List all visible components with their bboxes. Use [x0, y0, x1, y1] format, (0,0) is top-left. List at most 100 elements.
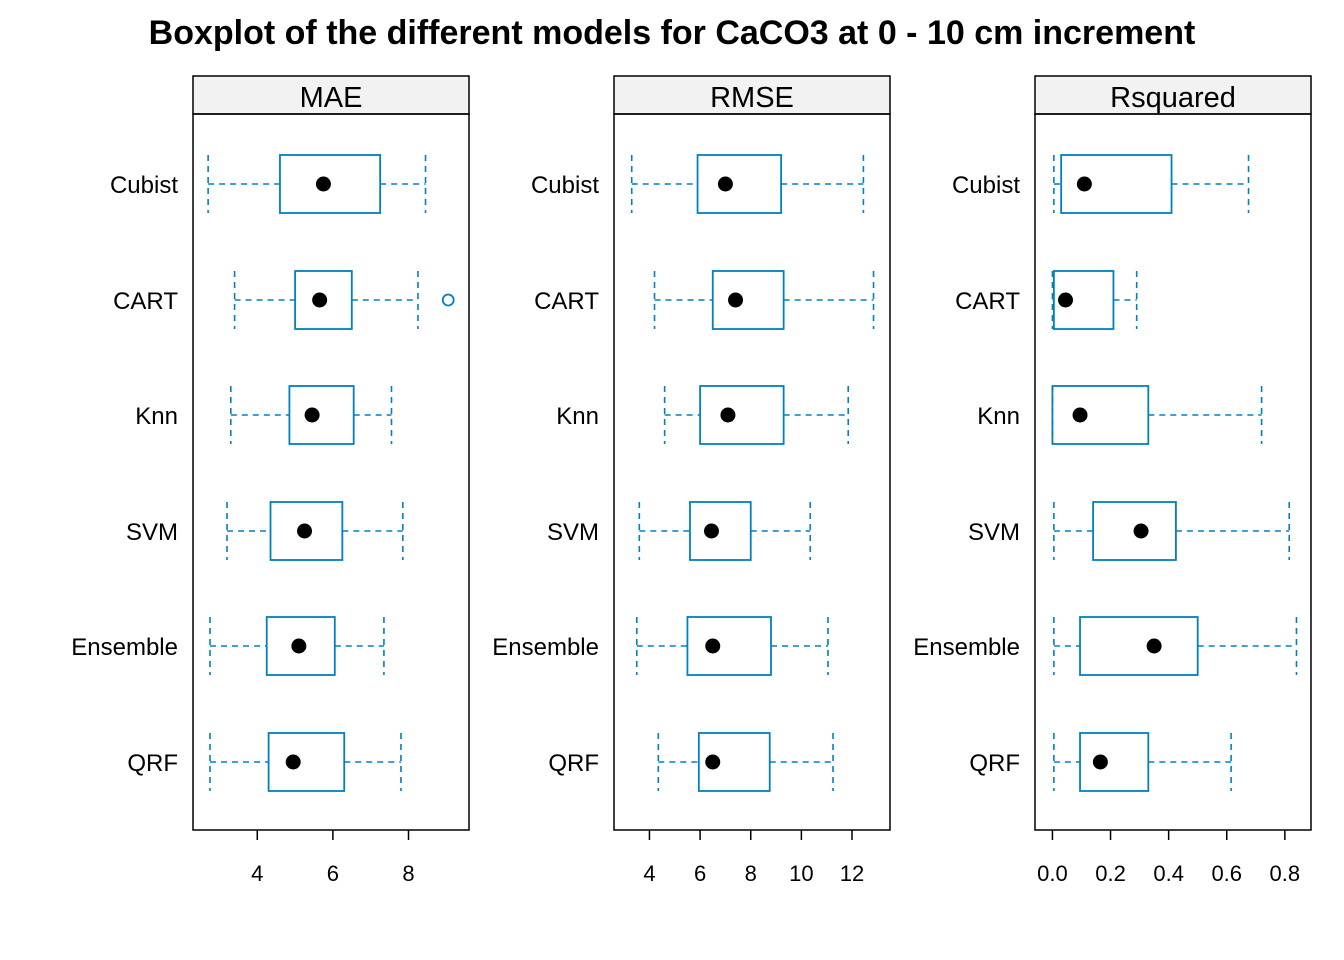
median-dot [1072, 407, 1088, 423]
panel-rmse: RMSE Cubist CART Knn SVM Ensemble QRF 4 6 8 10 12 [492, 75, 891, 886]
panel-mae: MAE Cubist CART Knn SVM Ensemble QRF 4 6 8 [71, 75, 470, 886]
category-label-ensemble: Ensemble [492, 634, 599, 661]
iqr-box [1051, 385, 1150, 445]
iqr-box [279, 154, 382, 214]
median-dot [312, 292, 328, 308]
box-rsquared-svm [1053, 501, 1291, 561]
iqr-box [294, 270, 353, 330]
box-rmse-ensemble [635, 616, 829, 676]
panel-rsquared: Rsquared Cubist CART Knn SVM Ensemble QRF 0.0 0.… [913, 75, 1312, 886]
median-dot [728, 292, 744, 308]
iqr-box [697, 732, 771, 792]
strip-label-rmse: RMSE [710, 82, 794, 114]
x-tick-label-rsquared: 0.8 [1270, 861, 1301, 886]
box-rsquared-ensemble [1053, 616, 1298, 676]
box-mae-svm [226, 501, 404, 561]
median-dot [1146, 638, 1162, 654]
panel-frame-mae [192, 113, 470, 831]
x-tick-label-mae: 4 [251, 861, 263, 886]
category-label-qrf: QRF [548, 750, 599, 777]
iqr-box [265, 616, 336, 676]
panels-group: MAE Cubist CART Knn SVM Ensemble QRF 4 6 8 RMSE Cub… [71, 75, 1312, 886]
median-dot [315, 176, 331, 192]
iqr-box [1079, 616, 1199, 676]
category-label-cart: CART [955, 288, 1020, 315]
iqr-box [689, 501, 752, 561]
median-dot [285, 754, 301, 770]
strip-label-rsquared: Rsquared [1110, 82, 1236, 114]
box-rsquared-cubist [1053, 154, 1250, 214]
strip-rmse [613, 75, 891, 115]
x-tick-label-rmse: 6 [694, 861, 706, 886]
median-dot [705, 754, 721, 770]
iqr-box [1052, 270, 1115, 330]
iqr-box [1060, 154, 1173, 214]
category-label-ensemble: Ensemble [913, 634, 1020, 661]
x-tick-label-rsquared: 0.2 [1095, 861, 1126, 886]
outlier-point [441, 293, 455, 307]
category-label-svm: SVM [547, 519, 599, 546]
iqr-box [699, 385, 785, 445]
iqr-box [686, 616, 772, 676]
median-dot [717, 176, 733, 192]
median-dot [291, 638, 307, 654]
category-label-cart: CART [534, 288, 599, 315]
category-label-qrf: QRF [969, 750, 1020, 777]
iqr-box [696, 154, 783, 214]
median-dot [304, 407, 320, 423]
box-rmse-svm [638, 501, 812, 561]
x-tick-label-mae: 6 [327, 861, 339, 886]
x-tick-label-rsquared: 0.4 [1153, 861, 1184, 886]
category-label-knn: Knn [556, 403, 599, 430]
category-label-svm: SVM [126, 519, 178, 546]
category-label-cubist: Cubist [952, 172, 1020, 199]
category-label-ensemble: Ensemble [71, 634, 178, 661]
chart-title: Boxplot of the different models for CaCO… [149, 14, 1196, 52]
median-dot [1133, 523, 1149, 539]
iqr-box [267, 732, 346, 792]
strip-label-mae: MAE [300, 82, 363, 114]
iqr-box [711, 270, 785, 330]
category-label-cubist: Cubist [531, 172, 599, 199]
category-label-svm: SVM [968, 519, 1020, 546]
strip-mae [192, 75, 470, 115]
median-dot [1076, 176, 1092, 192]
panel-frame-rmse [613, 113, 891, 831]
iqr-box [1079, 732, 1150, 792]
strip-rsquared [1034, 75, 1312, 115]
box-mae-cubist [207, 154, 427, 214]
box-rmse-qrf [657, 732, 834, 792]
box-rsquared-knn [1051, 385, 1263, 445]
box-rmse-knn [663, 385, 850, 445]
category-label-cubist: Cubist [110, 172, 178, 199]
category-label-qrf: QRF [127, 750, 178, 777]
box-mae-cart [233, 270, 455, 330]
category-label-knn: Knn [977, 403, 1020, 430]
x-tick-label-rmse: 12 [840, 861, 864, 886]
box-mae-ensemble [209, 616, 385, 676]
median-dot [703, 523, 719, 539]
category-label-knn: Knn [135, 403, 178, 430]
median-dot [705, 638, 721, 654]
box-rmse-cubist [630, 154, 865, 214]
box-rmse-cart [653, 270, 875, 330]
x-tick-label-rmse: 10 [789, 861, 813, 886]
iqr-box [288, 385, 355, 445]
panel-frame-rsquared [1034, 113, 1312, 831]
median-dot [1058, 292, 1074, 308]
x-tick-label-mae: 8 [402, 861, 414, 886]
iqr-box [1092, 501, 1177, 561]
median-dot [720, 407, 736, 423]
category-label-cart: CART [113, 288, 178, 315]
box-rsquared-qrf [1053, 732, 1232, 792]
x-tick-label-rsquared: 0.6 [1211, 861, 1242, 886]
median-dot [1092, 754, 1108, 770]
x-tick-label-rmse: 8 [745, 861, 757, 886]
box-mae-qrf [209, 732, 402, 792]
x-tick-label-rmse: 4 [643, 861, 655, 886]
median-dot [297, 523, 313, 539]
box-mae-knn [230, 385, 393, 445]
x-tick-label-rsquared: 0.0 [1037, 861, 1068, 886]
iqr-box [269, 501, 344, 561]
